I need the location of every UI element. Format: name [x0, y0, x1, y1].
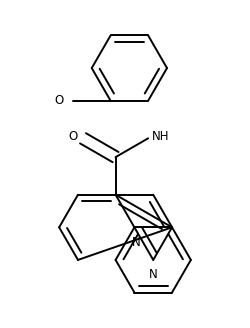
Text: O: O: [68, 130, 78, 143]
Text: NH: NH: [152, 130, 169, 143]
Text: N: N: [149, 268, 158, 281]
Text: O: O: [54, 94, 64, 107]
Text: N: N: [132, 236, 140, 249]
